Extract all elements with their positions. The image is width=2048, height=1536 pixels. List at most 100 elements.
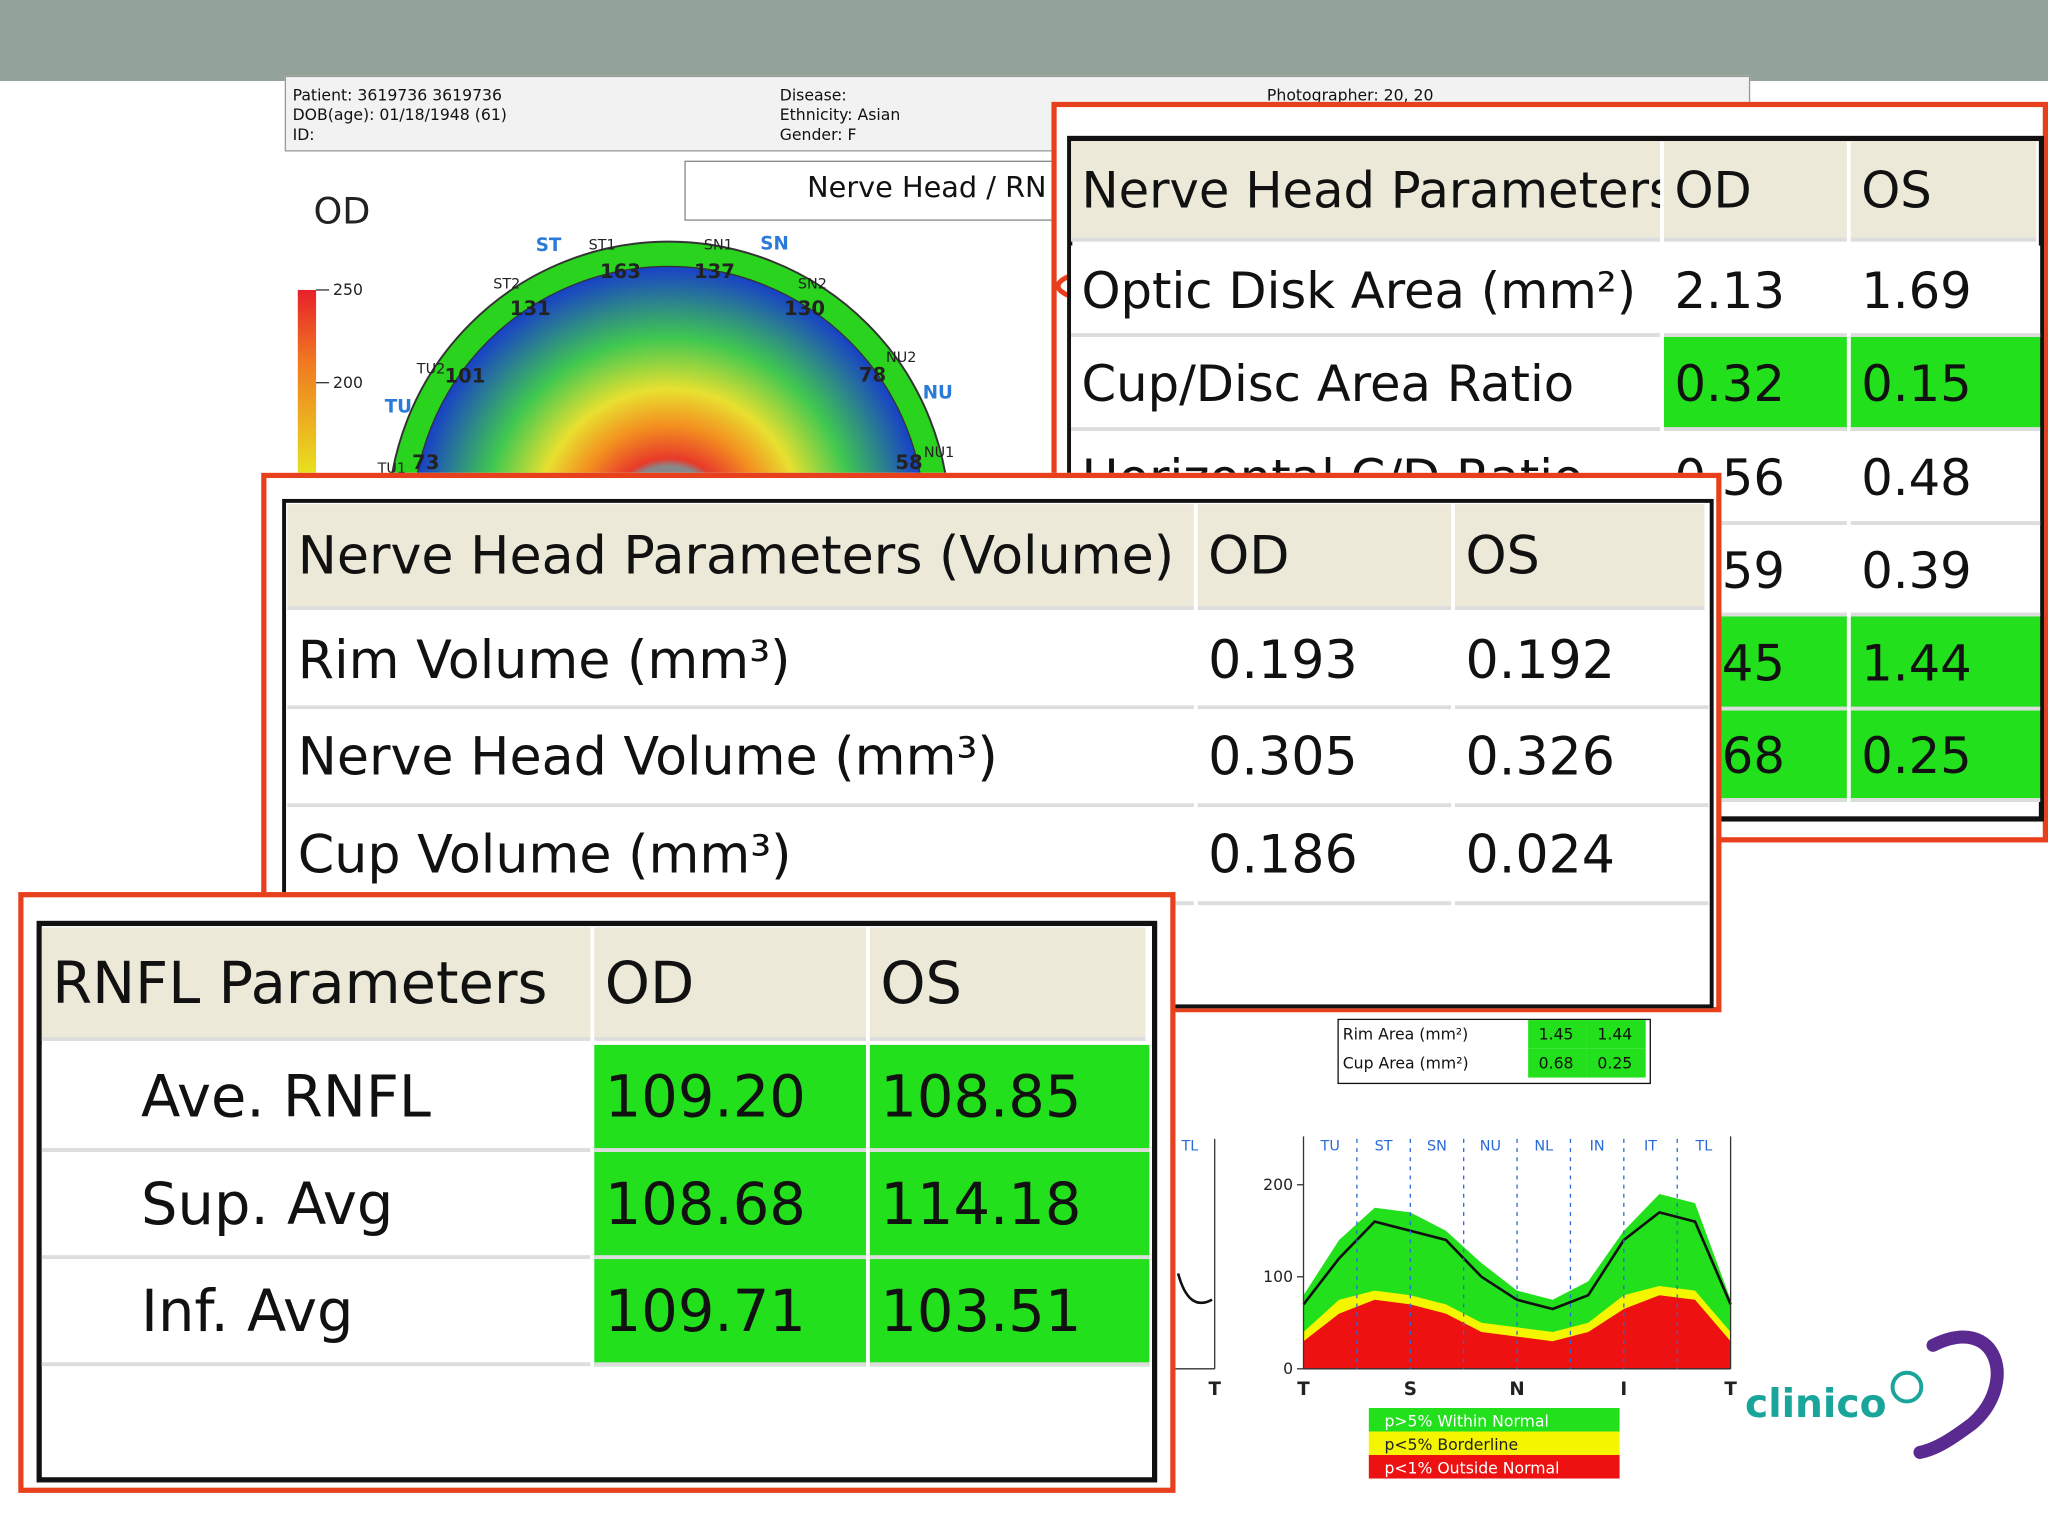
label-cell: Cup Area (mm²) (1340, 1048, 1529, 1078)
label-cell: Rim Area (mm²) (1340, 1020, 1529, 1049)
logo-text: clinico (1745, 1382, 1887, 1427)
header-cell: OS (869, 927, 1146, 1041)
left-bottom-label: T (1208, 1379, 1221, 1400)
sector-value: 73 (412, 451, 439, 474)
sector-label: NL (1534, 1139, 1553, 1155)
left-top-label: TL (1180, 1139, 1198, 1155)
colorbar-label: 250 (333, 280, 363, 299)
value-cell: 1.45 (1528, 1020, 1587, 1049)
sector-label: TU (385, 397, 412, 418)
sector-value: 101 (445, 365, 486, 388)
value-cell: 0.25 (1586, 1048, 1646, 1078)
header-text: Patient: 3619736 3619736 (292, 86, 502, 105)
colorbar (297, 289, 317, 473)
sector-label: SN (1427, 1139, 1447, 1155)
left-curve (1176, 1273, 1213, 1305)
sector-label: TU (1320, 1139, 1340, 1155)
value-cell: 0.024 (1455, 807, 1709, 906)
sector-value: 137 (694, 260, 735, 283)
value-cell: 0.193 (1197, 613, 1452, 710)
header-text: ID: (292, 125, 315, 144)
label-cell: Sup. Avg (41, 1151, 591, 1260)
eye-label: OD (313, 189, 371, 233)
sector-label: IT (1644, 1139, 1657, 1155)
header-cell: OD (1197, 504, 1452, 610)
header-cell: RNFL Parameters (41, 927, 591, 1041)
value-cell: 0.68 (1528, 1048, 1587, 1078)
sector-label: SN1 (704, 237, 733, 253)
sector-label: SN2 (798, 277, 827, 293)
x-label: I (1620, 1379, 1627, 1400)
header-text: Ethnicity: Asian (779, 105, 901, 125)
sector-label: SN (760, 233, 788, 254)
report-tab: Nerve Head / RN (807, 172, 1047, 206)
top-bar (0, 0, 2048, 81)
value-cell: 0.192 (1455, 613, 1709, 710)
header-text: DOB(age): 01/18/1948 (61) (292, 105, 507, 125)
legend-label: p<1% Outside Normal (1384, 1458, 1559, 1477)
sector-label: TL (1695, 1139, 1713, 1155)
logo-ear (1913, 1330, 2004, 1459)
x-label: T (1297, 1379, 1310, 1400)
value-cell: 1.69 (1850, 245, 2041, 337)
header-text: Gender: F (779, 125, 857, 144)
value-cell: 109.71 (594, 1259, 866, 1367)
value-cell: 0.32 (1663, 336, 1847, 432)
table: RNFL Parameters OD OS Ave. RNFL 109.20 108.85… (36, 920, 1158, 1483)
sector-label: ST (1375, 1139, 1393, 1155)
report-tab-box (684, 160, 1064, 221)
legend-label: p>5% Within Normal (1384, 1411, 1548, 1430)
sector-label: NU1 (924, 445, 954, 461)
x-label: S (1404, 1379, 1417, 1400)
value-cell: 0.25 (1850, 710, 2041, 802)
value-cell: 0.305 (1197, 709, 1452, 808)
value-cell: 1.44 (1850, 616, 2041, 711)
table: Rim Area (mm²) 1.45 1.44 Cup Area (mm²) 0.68… (1337, 1018, 1651, 1085)
sector-value: 58 (895, 451, 922, 474)
sector-value: 130 (784, 297, 825, 320)
value-cell: 0.186 (1197, 807, 1452, 906)
header-cell: OS (1455, 504, 1705, 610)
header-cell: OS (1850, 141, 2037, 242)
y-tick-label: 200 (1263, 1175, 1293, 1194)
sector-value: 163 (600, 260, 641, 283)
sector-label: ST1 (589, 237, 616, 253)
value-cell: 2.13 (1663, 245, 1847, 337)
legend-swatch (1368, 1455, 1620, 1479)
sector-label: TU2 (416, 362, 445, 378)
header-cell: OD (1663, 141, 1847, 242)
legend-swatch (1368, 1431, 1620, 1456)
value-cell: 114.18 (869, 1151, 1150, 1260)
value-cell: 0.326 (1455, 709, 1709, 808)
label-cell: Inf. Avg (41, 1259, 591, 1367)
x-label: T (1724, 1379, 1737, 1400)
value-cell: 0.48 (1850, 431, 2041, 526)
sector-label: NU (923, 382, 953, 403)
value-cell: 0.39 (1850, 525, 2041, 617)
x-label: N (1509, 1379, 1524, 1400)
sector-value: 131 (510, 297, 551, 320)
colorbar-label: 200 (333, 373, 363, 392)
legend-swatch (1368, 1407, 1620, 1432)
header-cell: Nerve Head Parameters (1071, 141, 1661, 242)
label-cell: Rim Volume (mm³) (287, 613, 1194, 710)
value-cell: 109.20 (594, 1044, 866, 1152)
header-text: Photographer: 20, 20 (1266, 86, 1434, 105)
label-cell: Cup/Disc Area Ratio (1071, 336, 1661, 432)
sector-label: ST2 (493, 277, 520, 293)
header-cell: Nerve Head Parameters (Volume) (287, 504, 1194, 610)
sector-label: IN (1590, 1139, 1605, 1155)
sector-value: 78 (859, 363, 886, 386)
legend-label: p<5% Borderline (1384, 1435, 1518, 1454)
value-cell: 108.85 (869, 1044, 1150, 1152)
label-cell: Nerve Head Volume (mm³) (287, 709, 1194, 808)
measured-line (1302, 1210, 1732, 1311)
value-cell: 108.68 (594, 1151, 866, 1260)
header-text: Disease: (779, 86, 847, 105)
value-cell: 103.51 (869, 1259, 1150, 1367)
value-cell: 0.15 (1850, 336, 2041, 432)
logo-face (1890, 1370, 1924, 1404)
thickness-map (417, 265, 921, 473)
